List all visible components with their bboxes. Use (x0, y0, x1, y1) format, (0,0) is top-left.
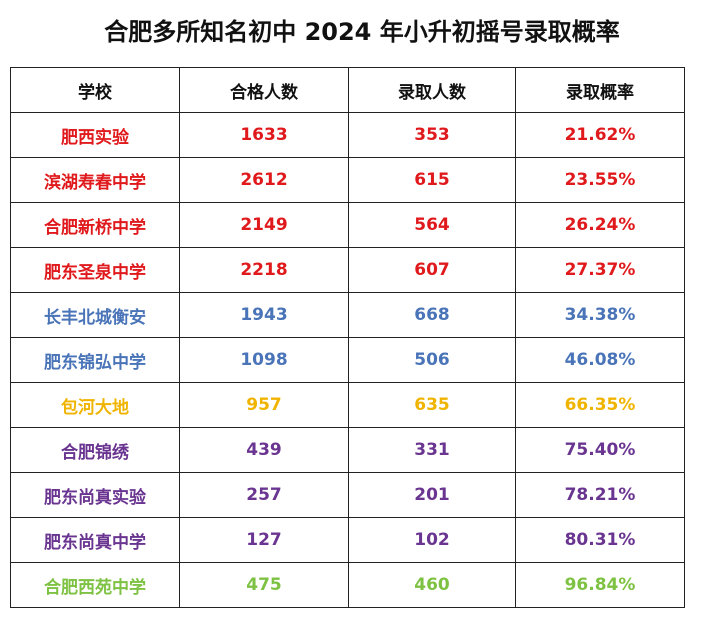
admitted-count-cell: 564 (349, 203, 516, 248)
admission-rate-cell: 21.62% (516, 113, 685, 158)
admitted-count-cell: 635 (349, 383, 516, 428)
admission-rate-table: 学校 合格人数 录取人数 录取概率 肥西实验 1633 353 21.62% 滨湖寿春中… (10, 67, 685, 608)
admission-rate-cell: 23.55% (516, 158, 685, 203)
table-row: 肥东尚真中学 127 102 80.31% (11, 518, 685, 563)
qualified-count-cell: 439 (180, 428, 349, 473)
admission-rate-cell: 78.21% (516, 473, 685, 518)
admitted-count-cell: 607 (349, 248, 516, 293)
table-row: 肥西实验 1633 353 21.62% (11, 113, 685, 158)
qualified-count-cell: 1098 (180, 338, 349, 383)
table-row: 肥东尚真实验 257 201 78.21% (11, 473, 685, 518)
admitted-count-cell: 331 (349, 428, 516, 473)
admission-rate-cell: 75.40% (516, 428, 685, 473)
school-cell: 合肥西苑中学 (11, 563, 180, 608)
school-cell: 肥西实验 (11, 113, 180, 158)
header-admitted: 录取人数 (349, 68, 516, 113)
qualified-count-cell: 257 (180, 473, 349, 518)
qualified-count-cell: 127 (180, 518, 349, 563)
school-cell: 包河大地 (11, 383, 180, 428)
school-cell: 肥东尚真中学 (11, 518, 180, 563)
qualified-count-cell: 475 (180, 563, 349, 608)
admission-rate-cell: 27.37% (516, 248, 685, 293)
school-cell: 肥东圣泉中学 (11, 248, 180, 293)
table-row: 肥东圣泉中学 2218 607 27.37% (11, 248, 685, 293)
admitted-count-cell: 353 (349, 113, 516, 158)
admission-rate-cell: 96.84% (516, 563, 685, 608)
qualified-count-cell: 2218 (180, 248, 349, 293)
qualified-count-cell: 2149 (180, 203, 349, 248)
school-cell: 合肥锦绣 (11, 428, 180, 473)
table-body: 肥西实验 1633 353 21.62% 滨湖寿春中学 2612 615 23.55% 合肥新桥… (11, 113, 685, 608)
admitted-count-cell: 668 (349, 293, 516, 338)
qualified-count-cell: 957 (180, 383, 349, 428)
school-cell: 滨湖寿春中学 (11, 158, 180, 203)
admission-rate-cell: 66.35% (516, 383, 685, 428)
table-row: 包河大地 957 635 66.35% (11, 383, 685, 428)
admitted-count-cell: 201 (349, 473, 516, 518)
table-row: 合肥锦绣 439 331 75.40% (11, 428, 685, 473)
admitted-count-cell: 615 (349, 158, 516, 203)
table-row: 滨湖寿春中学 2612 615 23.55% (11, 158, 685, 203)
school-cell: 肥东尚真实验 (11, 473, 180, 518)
admission-rate-cell: 46.08% (516, 338, 685, 383)
table-row: 合肥西苑中学 475 460 96.84% (11, 563, 685, 608)
admitted-count-cell: 506 (349, 338, 516, 383)
table-row: 合肥新桥中学 2149 564 26.24% (11, 203, 685, 248)
qualified-count-cell: 2612 (180, 158, 349, 203)
table-header-row: 学校 合格人数 录取人数 录取概率 (11, 68, 685, 113)
header-qualified: 合格人数 (180, 68, 349, 113)
admission-rate-cell: 80.31% (516, 518, 685, 563)
admitted-count-cell: 460 (349, 563, 516, 608)
table-row: 肥东锦弘中学 1098 506 46.08% (11, 338, 685, 383)
page-title: 合肥多所知名初中 2024 年小升初摇号录取概率 (0, 12, 724, 47)
admission-rate-cell: 34.38% (516, 293, 685, 338)
school-cell: 长丰北城衡安 (11, 293, 180, 338)
qualified-count-cell: 1943 (180, 293, 349, 338)
header-rate: 录取概率 (516, 68, 685, 113)
admission-rate-cell: 26.24% (516, 203, 685, 248)
school-cell: 合肥新桥中学 (11, 203, 180, 248)
table-row: 长丰北城衡安 1943 668 34.38% (11, 293, 685, 338)
header-school: 学校 (11, 68, 180, 113)
admitted-count-cell: 102 (349, 518, 516, 563)
school-cell: 肥东锦弘中学 (11, 338, 180, 383)
qualified-count-cell: 1633 (180, 113, 349, 158)
